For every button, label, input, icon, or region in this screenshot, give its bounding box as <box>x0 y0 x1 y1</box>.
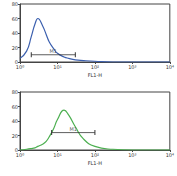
svg-text:60: 60 <box>12 16 18 22</box>
svg-text:80: 80 <box>12 1 18 7</box>
svg-text:10⁰: 10⁰ <box>16 64 24 70</box>
svg-text:M1: M1 <box>70 126 78 132</box>
svg-text:FL1-H: FL1-H <box>88 160 103 166</box>
svg-text:10³: 10³ <box>128 152 136 158</box>
svg-text:M1: M1 <box>50 48 58 54</box>
svg-text:10⁴: 10⁴ <box>166 152 174 158</box>
svg-text:40: 40 <box>12 30 18 36</box>
svg-text:0: 0 <box>14 59 18 65</box>
svg-text:10³: 10³ <box>128 64 136 70</box>
svg-text:60: 60 <box>12 104 18 110</box>
svg-text:10⁴: 10⁴ <box>166 64 174 70</box>
svg-text:10⁰: 10⁰ <box>16 152 24 158</box>
svg-text:FL1-H: FL1-H <box>88 72 103 78</box>
svg-text:10¹: 10¹ <box>53 152 61 158</box>
svg-text:10¹: 10¹ <box>53 64 61 70</box>
svg-text:20: 20 <box>12 45 18 51</box>
svg-text:10²: 10² <box>91 64 99 70</box>
svg-text:10²: 10² <box>91 152 99 158</box>
svg-text:20: 20 <box>12 133 18 139</box>
svg-text:40: 40 <box>12 118 18 124</box>
svg-text:0: 0 <box>14 147 18 153</box>
svg-text:80: 80 <box>12 89 18 95</box>
